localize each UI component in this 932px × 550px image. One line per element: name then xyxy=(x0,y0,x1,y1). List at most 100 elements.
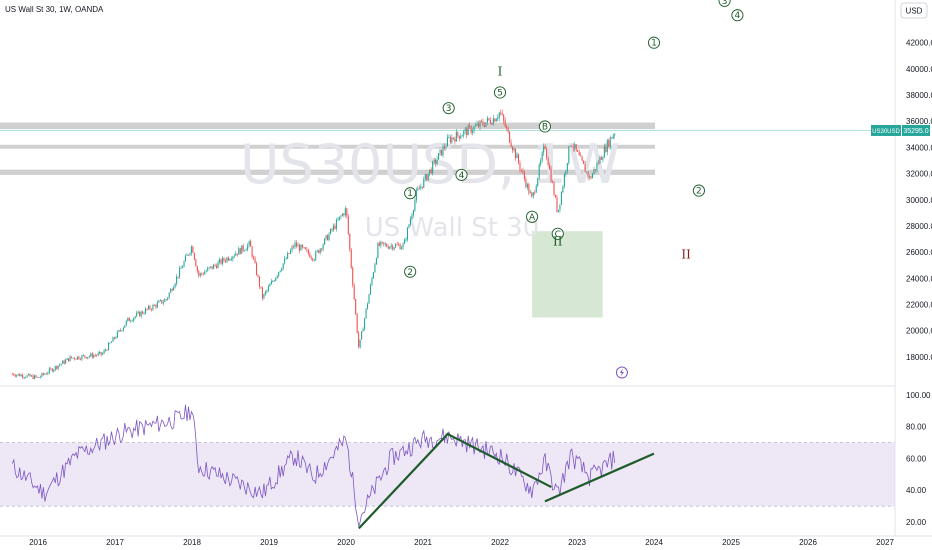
candle-body xyxy=(461,135,463,137)
wave-label: 5 xyxy=(497,88,503,98)
candle-body xyxy=(445,146,447,149)
candle-body xyxy=(257,274,259,277)
candle-body xyxy=(495,119,497,122)
candle-body xyxy=(33,375,36,380)
candle-body xyxy=(159,300,161,301)
candle-body xyxy=(366,303,369,309)
time-tick-label: 2021 xyxy=(414,538,432,547)
candle-body xyxy=(226,257,228,262)
price-axis-bg xyxy=(895,0,932,550)
candle-body xyxy=(164,299,166,302)
candle-body xyxy=(76,356,79,360)
candle-body xyxy=(433,160,435,162)
candle-body xyxy=(220,259,222,264)
candle-body xyxy=(486,118,488,123)
candle-body xyxy=(315,251,317,260)
candle-body xyxy=(312,258,314,261)
candle-body xyxy=(273,280,275,282)
candle-body xyxy=(281,268,283,271)
candle-body xyxy=(449,137,451,143)
candle-body xyxy=(547,157,549,166)
candle-body xyxy=(359,339,361,348)
candle-body xyxy=(198,271,200,276)
time-tick-label: 2020 xyxy=(337,538,355,547)
candle-body xyxy=(593,169,595,174)
candle-body xyxy=(435,160,437,164)
currency-button[interactable] xyxy=(900,2,928,19)
candle-body xyxy=(310,257,312,259)
candle-body xyxy=(109,342,111,344)
candle-body xyxy=(523,172,525,179)
candle-body xyxy=(603,146,605,158)
wave-label: 4 xyxy=(735,11,741,21)
roman-wave-label: II xyxy=(681,248,691,262)
rsi-line xyxy=(11,404,616,527)
time-tick-label: 2016 xyxy=(29,538,47,547)
candle-body xyxy=(103,350,105,354)
price-tick-label: 30000.0 xyxy=(906,196,932,205)
candle-body xyxy=(152,304,154,310)
candle-body xyxy=(59,364,61,366)
candle-body xyxy=(253,256,255,259)
candle-body xyxy=(372,272,375,279)
rsi-tick-label: 20.00 xyxy=(906,518,927,527)
candle-body xyxy=(22,374,24,378)
candle-body xyxy=(266,290,268,292)
candle-body xyxy=(512,146,514,151)
candle-body xyxy=(319,248,321,253)
price-tick-label: 34000.0 xyxy=(906,143,932,152)
candle-body xyxy=(432,161,434,174)
candle-body xyxy=(503,114,505,121)
candle-body xyxy=(106,349,108,351)
candle-body xyxy=(406,227,409,240)
support-resistance-band xyxy=(0,144,655,149)
candle-body xyxy=(485,122,487,127)
candle-body xyxy=(566,163,568,172)
candle-body xyxy=(202,273,204,275)
candle-body xyxy=(238,248,240,255)
symbol-tag xyxy=(871,124,901,136)
candle-body xyxy=(395,244,397,248)
candle-body xyxy=(469,125,471,127)
candle-body xyxy=(466,128,468,136)
candle-body xyxy=(316,250,318,252)
candle-body xyxy=(534,192,536,194)
candle-body xyxy=(458,135,460,139)
candle-body xyxy=(100,351,102,355)
candle-body xyxy=(155,305,157,308)
candle-body xyxy=(54,366,56,370)
symbol-tag-label: US30USD xyxy=(872,129,900,135)
wave-label-circle xyxy=(551,227,564,240)
candle-body xyxy=(297,244,299,247)
candle-body xyxy=(107,343,110,351)
candle-body xyxy=(369,284,372,295)
candle-body xyxy=(380,241,382,246)
candle-body xyxy=(192,246,194,253)
candle-body xyxy=(565,171,567,175)
candle-body xyxy=(221,257,224,264)
candle-body xyxy=(204,272,206,275)
candle-body xyxy=(241,245,243,254)
candle-body xyxy=(602,157,604,160)
candle-body xyxy=(327,235,329,241)
candle-body xyxy=(85,357,87,359)
candle-body xyxy=(430,169,432,174)
candle-body xyxy=(436,159,438,164)
candle-body xyxy=(387,246,389,249)
candle-body xyxy=(288,253,290,254)
candle-body xyxy=(255,263,258,275)
candle-body xyxy=(500,112,502,114)
candle-body xyxy=(531,192,533,197)
candle-body xyxy=(525,178,527,188)
candle-body xyxy=(195,259,197,267)
time-tick-label: 2027 xyxy=(876,538,894,547)
candle-body xyxy=(32,375,34,380)
candle-body xyxy=(575,144,577,151)
candle-body xyxy=(303,247,305,249)
wave-label: 2 xyxy=(407,268,413,278)
candle-body xyxy=(207,268,209,271)
candle-body xyxy=(153,304,155,306)
wave-label-circle xyxy=(455,168,468,181)
